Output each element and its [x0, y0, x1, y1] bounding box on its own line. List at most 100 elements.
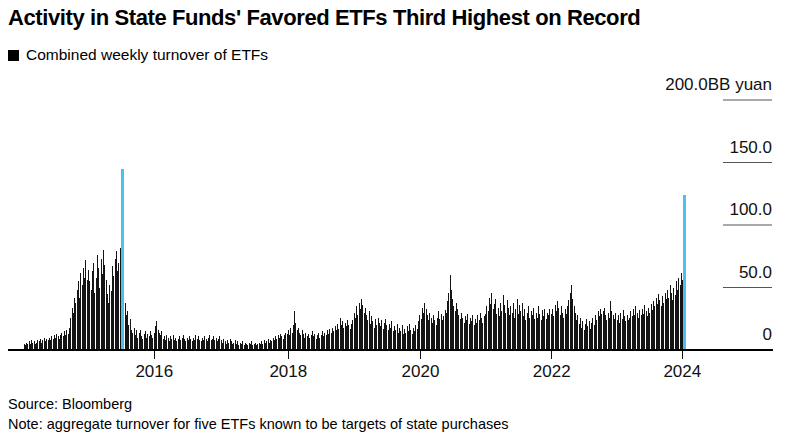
- weekly-turnover-bar: [343, 328, 344, 351]
- weekly-turnover-bar: [69, 328, 70, 351]
- weekly-turnover-bar: [223, 339, 224, 350]
- weekly-turnover-bar: [635, 306, 636, 350]
- weekly-turnover-bar: [474, 325, 475, 350]
- x-tick-label: 2022: [533, 362, 571, 381]
- weekly-turnover-bar: [543, 316, 544, 350]
- weekly-turnover-bar: [154, 333, 155, 351]
- weekly-turnover-bar: [242, 341, 243, 350]
- weekly-turnover-bar: [512, 313, 513, 351]
- weekly-turnover-bar: [198, 336, 199, 350]
- weekly-turnover-bar: [651, 304, 652, 350]
- weekly-turnover-bar: [284, 335, 285, 350]
- weekly-turnover-bar: [624, 316, 625, 350]
- weekly-turnover-bar: [461, 313, 462, 351]
- weekly-turnover-bar: [537, 318, 538, 351]
- weekly-turnover-bar: [395, 330, 396, 350]
- weekly-turnover-bar: [422, 308, 423, 351]
- weekly-turnover-bar: [116, 251, 117, 350]
- weekly-turnover-bar: [214, 340, 215, 350]
- weekly-turnover-bar: [649, 313, 650, 351]
- weekly-turnover-bar: [197, 339, 198, 350]
- weekly-turnover-bar: [400, 331, 401, 350]
- weekly-turnover-bar: [94, 293, 95, 351]
- weekly-turnover-bar: [598, 311, 599, 350]
- weekly-turnover-bar: [249, 343, 250, 351]
- weekly-turnover-bar: [297, 330, 298, 350]
- weekly-turnover-bar: [185, 341, 186, 350]
- weekly-turnover-bar: [345, 323, 346, 351]
- weekly-turnover-bar: [472, 315, 473, 350]
- weekly-turnover-bar: [332, 328, 333, 351]
- weekly-turnover-bar: [549, 309, 550, 350]
- weekly-turnover-bar: [298, 328, 299, 351]
- weekly-turnover-bar: [161, 331, 162, 350]
- weekly-turnover-bar: [276, 339, 277, 350]
- weekly-turnover-bar: [590, 329, 591, 350]
- weekly-turnover-bar: [135, 335, 136, 350]
- weekly-turnover-bar: [448, 293, 449, 351]
- weekly-turnover-bar: [39, 341, 40, 350]
- weekly-turnover-bar: [661, 306, 662, 350]
- weekly-turnover-bar: [403, 334, 404, 350]
- weekly-turnover-bar: [212, 339, 213, 350]
- weekly-turnover-bar: [36, 343, 37, 351]
- weekly-turnover-bar: [413, 328, 414, 351]
- weekly-turnover-bar: [108, 303, 109, 351]
- weekly-turnover-bar: [538, 306, 539, 350]
- weekly-turnover-bar: [642, 309, 643, 350]
- weekly-turnover-bar: [580, 318, 581, 351]
- weekly-turnover-bar: [551, 314, 552, 350]
- weekly-turnover-bar: [179, 336, 180, 350]
- weekly-turnover-bar: [632, 316, 633, 350]
- weekly-turnover-bar: [637, 313, 638, 351]
- weekly-turnover-bar: [482, 323, 483, 351]
- weekly-turnover-bar: [217, 341, 218, 350]
- weekly-turnover-bar: [470, 318, 471, 351]
- weekly-turnover-bar: [606, 320, 607, 350]
- weekly-turnover-bar: [414, 331, 415, 350]
- weekly-turnover-bar: [118, 263, 119, 351]
- weekly-turnover-bar: [613, 315, 614, 350]
- weekly-turnover-bar: [165, 340, 166, 350]
- weekly-turnover-bar: [173, 335, 174, 350]
- weekly-turnover-bar: [675, 295, 676, 350]
- weekly-turnover-bar: [66, 330, 67, 350]
- weekly-turnover-bar: [405, 333, 406, 351]
- weekly-turnover-bar: [619, 323, 620, 351]
- weekly-turnover-bar: [178, 339, 179, 350]
- weekly-turnover-bar: [570, 293, 571, 351]
- weekly-turnover-bar: [596, 320, 597, 350]
- weekly-turnover-bar: [490, 304, 491, 350]
- weekly-turnover-bar: [149, 336, 150, 350]
- weekly-turnover-bar: [125, 303, 126, 351]
- weekly-turnover-bar: [522, 303, 523, 351]
- weekly-turnover-bar: [51, 336, 52, 350]
- weekly-turnover-bar: [539, 314, 540, 350]
- weekly-turnover-bar: [300, 335, 301, 350]
- x-tick-label: 2018: [269, 362, 307, 381]
- weekly-turnover-bar: [372, 321, 373, 350]
- weekly-turnover-bar: [541, 320, 542, 350]
- weekly-turnover-bar: [558, 308, 559, 351]
- weekly-turnover-bar: [384, 323, 385, 351]
- weekly-turnover-bar: [134, 328, 135, 351]
- weekly-turnover-bar: [663, 303, 664, 351]
- weekly-turnover-bar: [614, 319, 615, 350]
- weekly-turnover-bar: [60, 335, 61, 350]
- weekly-turnover-bar: [211, 340, 212, 350]
- weekly-turnover-bar: [375, 319, 376, 350]
- weekly-turnover-bar: [627, 315, 628, 350]
- weekly-turnover-bar: [99, 288, 100, 351]
- weekly-turnover-bar: [555, 305, 556, 350]
- weekly-turnover-bar: [103, 250, 104, 350]
- weekly-turnover-bar: [536, 313, 537, 351]
- note-line: Note: aggregate turnover for five ETFs k…: [8, 415, 509, 435]
- weekly-turnover-bar: [662, 296, 663, 350]
- weekly-turnover-bar: [477, 315, 478, 350]
- weekly-turnover-bar: [671, 293, 672, 351]
- weekly-turnover-bar: [505, 313, 506, 351]
- weekly-turnover-bar: [595, 315, 596, 350]
- weekly-turnover-bar: [261, 341, 262, 350]
- weekly-turnover-bar: [515, 309, 516, 350]
- weekly-turnover-bar: [577, 315, 578, 350]
